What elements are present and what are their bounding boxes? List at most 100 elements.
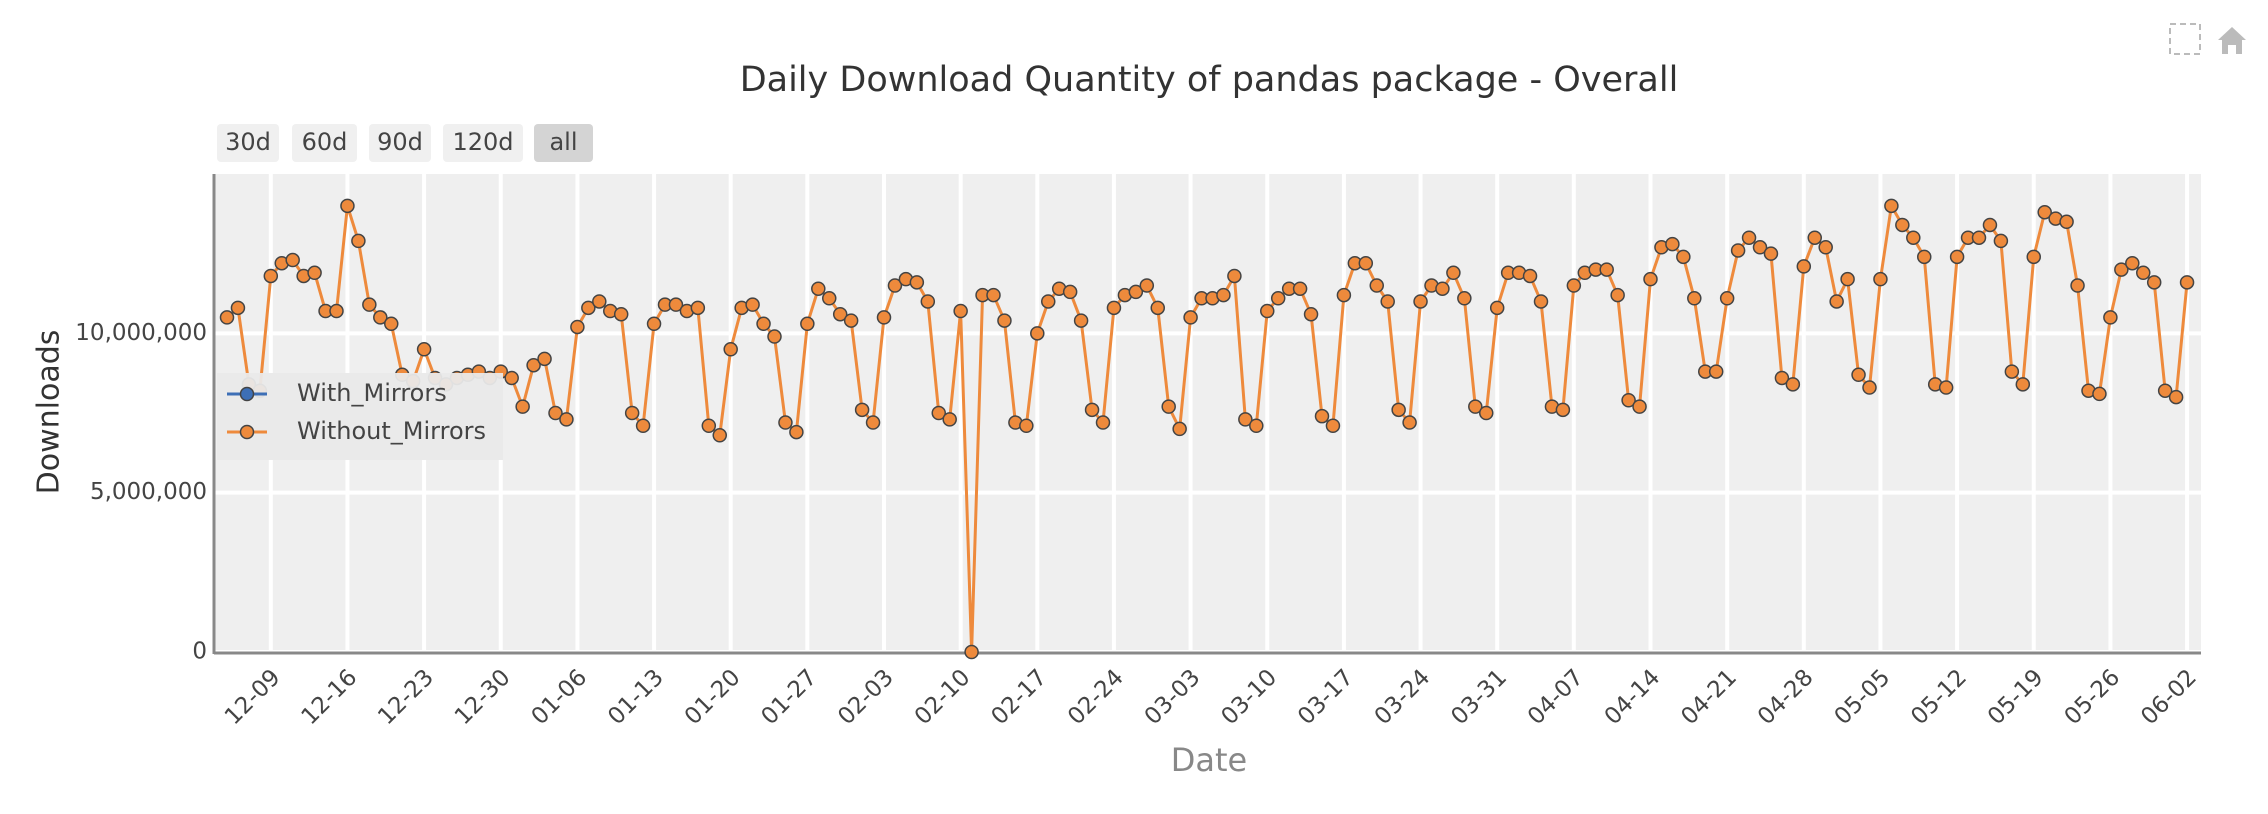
range-button-bg[interactable] xyxy=(443,124,523,162)
x-axis-title: Date xyxy=(1171,741,1247,779)
x-tick-label: 03-10 xyxy=(1216,664,1282,730)
data-point xyxy=(942,412,957,427)
data-point xyxy=(373,310,388,325)
data-point xyxy=(1084,402,1100,418)
data-point xyxy=(1030,326,1045,341)
data-point xyxy=(1741,230,1757,245)
autoscale-icon[interactable] xyxy=(2169,23,2201,55)
data-point xyxy=(1128,284,1144,300)
range-button-bg[interactable] xyxy=(217,124,279,162)
data-point xyxy=(789,424,804,440)
x-tick-label: 01-20 xyxy=(680,664,746,730)
x-tick-label: 05-26 xyxy=(2060,664,2126,730)
data-point xyxy=(1139,278,1155,293)
x-tick-label: 02-03 xyxy=(833,664,899,730)
data-point xyxy=(2125,255,2140,271)
x-tick-label: 12-23 xyxy=(373,664,439,730)
range-button[interactable]: all xyxy=(534,124,593,162)
x-tick-label: 04-21 xyxy=(1676,664,1742,730)
data-point xyxy=(1358,255,1374,271)
data-point xyxy=(1402,415,1417,430)
data-point xyxy=(1369,278,1384,293)
plot-background xyxy=(214,174,2201,652)
data-point xyxy=(876,310,892,325)
x-tick-label: 01-13 xyxy=(603,664,669,730)
range-button-bg[interactable] xyxy=(534,124,593,162)
data-point xyxy=(1632,399,1647,414)
data-point xyxy=(581,300,596,316)
data-point xyxy=(515,399,530,414)
range-button-label[interactable]: 60d xyxy=(302,128,348,156)
range-button[interactable]: 120d xyxy=(443,124,523,162)
data-point xyxy=(1095,415,1111,430)
data-point xyxy=(1249,418,1264,433)
y-tick-label: 0 xyxy=(192,639,207,665)
range-button[interactable]: 60d xyxy=(292,124,357,162)
data-point xyxy=(865,415,881,430)
x-tick-label: 02-10 xyxy=(910,664,976,730)
data-point xyxy=(1073,313,1089,328)
data-point xyxy=(1435,281,1450,296)
data-point xyxy=(1599,262,1614,277)
legend-label: Without_Mirrors xyxy=(297,417,486,445)
range-button-label[interactable]: 90d xyxy=(377,128,423,156)
data-point xyxy=(2037,204,2052,220)
data-point xyxy=(1413,294,1428,309)
range-button-bg[interactable] xyxy=(292,124,357,162)
data-point xyxy=(1216,287,1231,303)
chart-title: Daily Download Quantity of pandas packag… xyxy=(740,60,1679,100)
data-point xyxy=(624,405,640,421)
data-point xyxy=(1752,240,1768,255)
data-point xyxy=(1917,249,1932,265)
data-point xyxy=(1829,294,1844,309)
modebar[interactable] xyxy=(2169,23,2246,55)
data-point xyxy=(646,316,662,332)
data-point xyxy=(1468,399,1483,414)
data-point xyxy=(2070,278,2085,293)
range-button[interactable]: 30d xyxy=(217,124,279,162)
data-point xyxy=(964,644,979,660)
data-point xyxy=(1774,370,1790,386)
data-point xyxy=(1610,287,1625,303)
x-tick-label: 05-12 xyxy=(1906,664,1972,730)
range-button[interactable]: 90d xyxy=(369,124,431,162)
data-point xyxy=(1796,259,1812,274)
data-point xyxy=(559,412,574,427)
data-point xyxy=(1818,240,1833,255)
data-point xyxy=(986,287,1001,303)
range-button-label[interactable]: 30d xyxy=(225,128,271,156)
data-point xyxy=(362,297,377,312)
data-point xyxy=(2168,389,2184,405)
data-point xyxy=(351,233,366,249)
range-button-label[interactable]: 120d xyxy=(452,128,513,156)
data-point xyxy=(1041,294,1056,309)
data-point xyxy=(384,316,399,332)
x-tick-label: 03-24 xyxy=(1370,664,1436,730)
data-point xyxy=(778,415,793,430)
data-point xyxy=(1708,364,1724,379)
data-point xyxy=(2157,383,2173,398)
data-point xyxy=(1227,268,1242,284)
x-tick-label: 04-28 xyxy=(1753,664,1819,730)
data-point xyxy=(537,351,552,367)
data-point xyxy=(1270,291,1286,306)
home-icon[interactable] xyxy=(2218,27,2246,54)
x-tick-label: 12-16 xyxy=(297,664,363,730)
x-tick-label: 03-31 xyxy=(1446,664,1512,730)
data-point xyxy=(1807,230,1822,245)
x-tick-label: 02-17 xyxy=(986,664,1052,730)
range-button-bg[interactable] xyxy=(369,124,431,162)
data-point xyxy=(843,313,859,328)
data-point xyxy=(1566,278,1582,293)
range-button-label[interactable]: all xyxy=(549,128,577,156)
data-point xyxy=(909,275,925,290)
data-point xyxy=(2059,214,2074,230)
data-point xyxy=(2179,275,2195,290)
data-point xyxy=(668,297,684,312)
data-point xyxy=(931,405,946,421)
data-point xyxy=(1884,198,1899,214)
data-point xyxy=(953,303,968,319)
data-point xyxy=(340,198,355,214)
data-point xyxy=(1895,217,1910,233)
